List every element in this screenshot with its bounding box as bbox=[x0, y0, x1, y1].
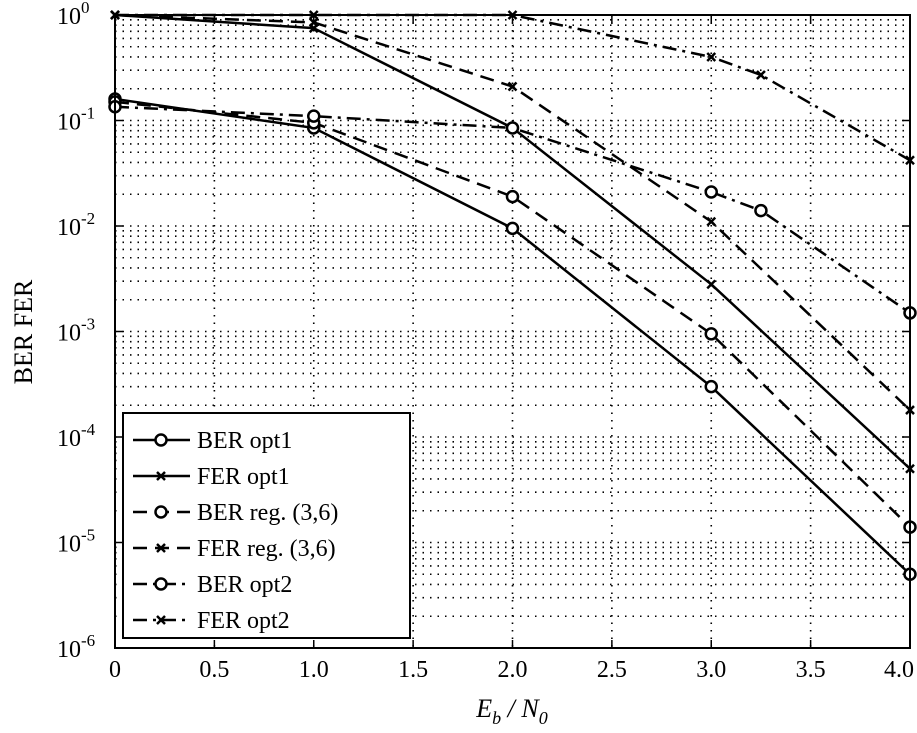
legend-entry-ber-opt2: BER opt2 bbox=[133, 572, 292, 598]
x-tick-label: 2.0 bbox=[498, 657, 528, 683]
series-line bbox=[114, 105, 911, 314]
data-point bbox=[505, 189, 520, 204]
legend-label: BER opt2 bbox=[197, 572, 292, 598]
x-tick-label: 0.5 bbox=[199, 657, 229, 683]
x-tick-label: 0 bbox=[109, 657, 121, 683]
legend-swatch-marker bbox=[154, 505, 168, 519]
data-point bbox=[706, 52, 717, 62]
series-line bbox=[114, 13, 911, 411]
data-point bbox=[754, 203, 768, 218]
legend-swatch-marker bbox=[154, 577, 168, 591]
legend-entry-ber-opt1: BER opt1 bbox=[133, 428, 292, 454]
legend-entry-fer-opt2: FER opt2 bbox=[133, 608, 290, 634]
grid-layer bbox=[115, 15, 910, 648]
label-layer: BER FER Eb / N0 0 0.5 1.0 1.5 2.0 2.5 3.0 3.5 4.… bbox=[9, 0, 914, 728]
marker-stroke bbox=[706, 216, 717, 227]
data-point bbox=[756, 70, 766, 80]
marker-stroke bbox=[706, 52, 717, 62]
legend-swatch-marker bbox=[156, 543, 166, 553]
x-tick-label: 1.0 bbox=[299, 657, 329, 683]
legend: BER opt1 FER opt1 BER reg. (3,6) FER reg. (… bbox=[122, 412, 411, 639]
data-point bbox=[706, 216, 717, 227]
data-point bbox=[505, 121, 520, 135]
x-tick-label: 1.5 bbox=[398, 657, 428, 683]
data-point bbox=[706, 279, 717, 290]
y-tick-label: 10-2 bbox=[57, 209, 95, 241]
y-tick-label: 100 bbox=[57, 0, 90, 30]
x-tick-label: 4.0 bbox=[884, 657, 914, 683]
y-tick-label: 10-4 bbox=[57, 420, 96, 452]
legend-label: BER opt1 bbox=[197, 428, 292, 454]
legend-entry-fer-opt1: FER opt1 bbox=[133, 464, 290, 490]
marker-stroke bbox=[156, 615, 166, 625]
data-point bbox=[704, 379, 718, 394]
series-ber-opt2 bbox=[108, 99, 917, 320]
series-line bbox=[114, 100, 911, 528]
x-tick-label: 2.5 bbox=[597, 657, 627, 683]
marker-stroke bbox=[156, 543, 166, 553]
y-tick-label: 10-5 bbox=[57, 526, 95, 558]
legend-label: FER reg. (3,6) bbox=[197, 536, 336, 562]
data-point bbox=[307, 109, 321, 123]
y-axis-title: BER FER bbox=[9, 279, 38, 384]
data-point bbox=[704, 185, 718, 199]
x-tick-label: 3.0 bbox=[696, 657, 726, 683]
legend-box bbox=[122, 412, 411, 639]
legend-swatch-marker bbox=[156, 615, 166, 625]
x-tick-label: 3.5 bbox=[796, 657, 826, 683]
legend-label: FER opt1 bbox=[197, 464, 290, 490]
legend-label: BER reg. (3,6) bbox=[197, 500, 338, 526]
data-point bbox=[505, 221, 520, 236]
y-tick-label: 10-1 bbox=[57, 104, 95, 136]
data-point bbox=[507, 81, 518, 92]
legend-label: FER opt2 bbox=[197, 608, 290, 634]
marker-stroke bbox=[156, 471, 166, 481]
marker-stroke bbox=[756, 70, 766, 80]
data-point bbox=[704, 327, 718, 341]
legend-swatch-marker bbox=[156, 471, 166, 481]
marker-stroke bbox=[507, 81, 518, 92]
marker-stroke bbox=[706, 279, 717, 290]
legend-entry-ber-reg-3-6: BER reg. (3,6) bbox=[133, 500, 338, 526]
legend-swatch-marker bbox=[154, 433, 168, 447]
tick-layer bbox=[114, 14, 911, 649]
y-tick-label: 10-6 bbox=[57, 631, 95, 663]
x-axis-title: Eb / N0 bbox=[475, 694, 547, 728]
y-tick-label: 10-3 bbox=[57, 315, 95, 347]
legend-entry-fer-reg-3-6: FER reg. (3,6) bbox=[133, 536, 336, 562]
